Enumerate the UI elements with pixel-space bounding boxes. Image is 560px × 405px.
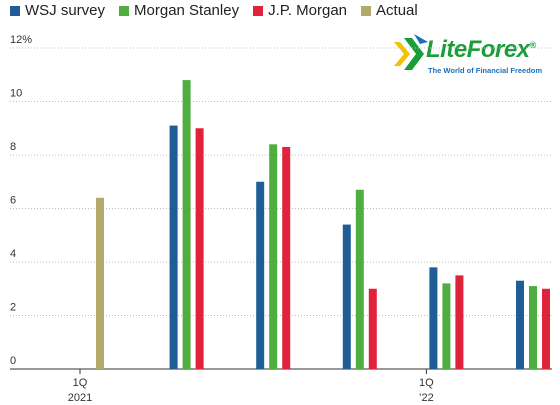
bar bbox=[282, 146, 291, 369]
bar bbox=[355, 189, 364, 369]
x-tick-label: 1Q bbox=[73, 377, 88, 389]
bar bbox=[256, 181, 265, 369]
legend-item: Morgan Stanley bbox=[119, 2, 239, 20]
legend-label: Morgan Stanley bbox=[134, 2, 240, 19]
bar bbox=[195, 128, 204, 369]
x-tick-label: 1Q bbox=[419, 377, 434, 389]
bar bbox=[542, 288, 550, 369]
bar bbox=[442, 283, 451, 369]
liteforex-logo-icon bbox=[394, 34, 428, 70]
legend-swatch bbox=[119, 6, 130, 16]
legend-label: Actual bbox=[376, 2, 418, 19]
bar bbox=[96, 197, 104, 369]
bar bbox=[516, 280, 524, 369]
bar bbox=[169, 125, 178, 369]
bar bbox=[342, 224, 351, 369]
logo-tagline: The World of Financial Freedom bbox=[428, 66, 543, 75]
y-tick-label: 10 bbox=[10, 88, 22, 100]
legend-item: J.P. Morgan bbox=[253, 2, 347, 20]
chart-legend: WSJ survey Morgan Stanley J.P. Morgan Actua… bbox=[10, 2, 418, 20]
x-tick-label: 2021 bbox=[68, 392, 92, 404]
bar bbox=[429, 267, 438, 369]
y-tick-label: 8 bbox=[10, 141, 16, 153]
bar bbox=[182, 80, 191, 369]
x-tick-label: ’22 bbox=[419, 392, 434, 404]
legend-label: J.P. Morgan bbox=[268, 2, 348, 19]
y-tick-label: 2 bbox=[10, 302, 16, 314]
y-tick-label: 0 bbox=[10, 355, 16, 367]
legend-swatch bbox=[10, 6, 20, 16]
liteforex-logo: LiteForex® The World of Financial Freedo… bbox=[390, 30, 550, 82]
legend-item: Actual bbox=[361, 2, 418, 20]
y-tick-label: 6 bbox=[10, 195, 16, 207]
bar bbox=[529, 286, 537, 369]
legend-label: WSJ survey bbox=[25, 2, 106, 19]
legend-item: WSJ survey bbox=[10, 2, 105, 20]
bar bbox=[455, 275, 464, 369]
bar bbox=[368, 288, 377, 369]
y-tick-label: 12% bbox=[10, 34, 32, 46]
legend-swatch bbox=[253, 6, 264, 16]
bar bbox=[269, 144, 278, 369]
legend-swatch bbox=[361, 6, 372, 16]
y-tick-label: 4 bbox=[10, 248, 16, 260]
logo-wordmark: LiteForex® bbox=[426, 36, 536, 63]
